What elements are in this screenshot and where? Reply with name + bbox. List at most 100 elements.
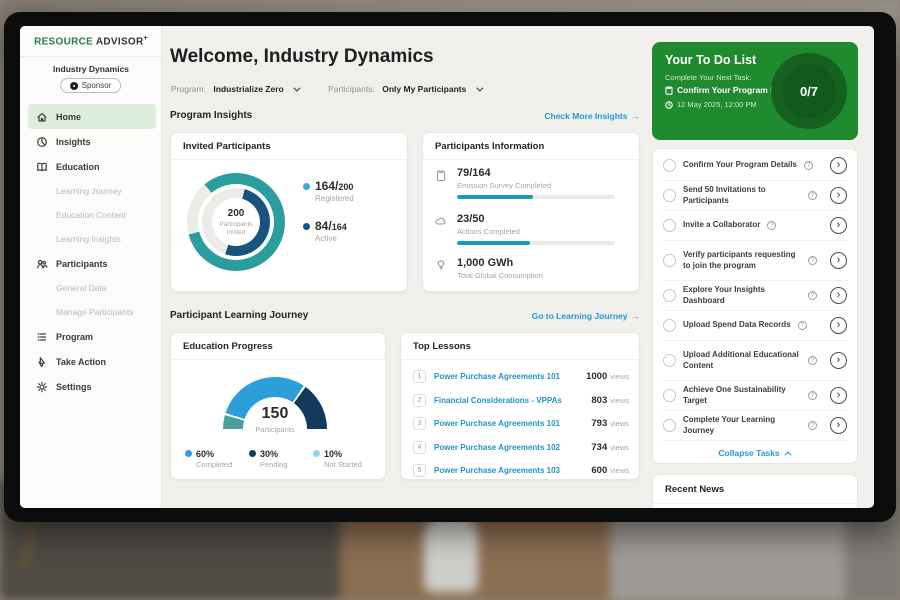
participants-filter[interactable]: Participants: Only My Participants [328, 84, 484, 94]
task-open-button[interactable]: › [830, 252, 847, 269]
sidebar-item-learning-journey[interactable]: Learning Journey [28, 179, 156, 203]
task-checkbox[interactable] [663, 189, 676, 202]
lightbulb-icon [435, 257, 449, 280]
sidebar-item-label: Manage Participants [56, 307, 134, 317]
section-title: Program Insights [170, 110, 253, 121]
task-checkbox[interactable] [663, 159, 676, 172]
lesson-row: 2 Financial Considerations - VPPAs 803 vi… [413, 389, 629, 413]
progress-fill [457, 241, 530, 245]
program-filter[interactable]: Program: Industrialize Zero [171, 84, 301, 94]
education-icon [37, 162, 47, 171]
task-checkbox[interactable] [663, 389, 676, 402]
legend-item-active: 84/164 Active [303, 219, 354, 243]
task-open-button[interactable]: › [830, 352, 847, 369]
invited-donut-chart: 200 Participants Invited [187, 173, 285, 271]
info-icon: ? [797, 321, 807, 330]
task-open-button[interactable]: › [830, 187, 847, 204]
home-icon [37, 112, 47, 122]
sidebar-item-home[interactable]: Home [28, 104, 156, 129]
legend-dot [185, 450, 192, 457]
lesson-link[interactable]: Power Purchase Agreements 103 [434, 466, 560, 476]
card-title: Participants Information [435, 141, 545, 152]
gauge-legend: 60% Completed 30% Pending 10% Not Starte… [185, 449, 377, 469]
donut-center-label: Participants Invited [219, 220, 253, 236]
donut-legend: 164/200 Registered 84/164 Active [303, 179, 354, 259]
info-row-survey: 79/164 Emission Survey Completed [435, 167, 629, 199]
sidebar-item-education-content[interactable]: Education Content [28, 203, 156, 227]
views-suffix: views [610, 419, 629, 429]
sidebar-nav: Home Insights Education Learning Journey… [28, 104, 156, 399]
metric-label: Actions Completed [457, 227, 520, 236]
metric-label: Total Global Consumption [457, 271, 543, 280]
task-open-button[interactable]: › [830, 317, 847, 334]
program-icon [37, 332, 47, 341]
gauge-center-value: 150 [261, 405, 289, 422]
sidebar-item-education[interactable]: Education [28, 154, 156, 179]
legend-dot [303, 183, 310, 190]
task-checkbox[interactable] [663, 254, 676, 267]
sidebar-item-participants[interactable]: Participants [28, 251, 156, 276]
lesson-views: 793 [591, 418, 608, 430]
lesson-link[interactable]: Power Purchase Agreements 101 [434, 372, 560, 382]
legend-value-small: 200 [338, 182, 354, 192]
sidebar-item-settings[interactable]: Settings [28, 374, 156, 399]
task-label: Upload Additional Educational Content [683, 350, 799, 370]
info-icon: ? [808, 356, 817, 365]
participants-filter-value: Only My Participants [382, 84, 467, 94]
task-checkbox[interactable] [663, 419, 676, 432]
task-checkbox[interactable] [663, 354, 676, 367]
info-icon: ? [808, 191, 817, 200]
lesson-views: 600 [591, 465, 608, 477]
collapse-tasks-link[interactable]: Collapse Tasks [663, 441, 847, 465]
task-label: Confirm Your Program Details [683, 160, 797, 170]
check-more-insights-link[interactable]: Check More Insights → [544, 111, 640, 121]
task-checkbox[interactable] [663, 219, 676, 232]
task-checkbox[interactable] [663, 319, 676, 332]
task-label: Send 50 Invitations to Participants [683, 185, 766, 205]
task-label: Achieve One Sustainability Target [683, 385, 786, 405]
sidebar-item-learning-insights[interactable]: Learning Insights [28, 227, 156, 251]
lesson-views: 803 [591, 394, 608, 406]
sidebar-item-insights[interactable]: Insights [28, 129, 156, 154]
lesson-rank: 5 [413, 464, 426, 478]
task-open-button[interactable]: › [830, 417, 847, 434]
sidebar-item-label: Insights [56, 136, 91, 147]
sidebar-item-label: Education Content [56, 210, 126, 220]
link-label: Check More Insights [544, 110, 628, 121]
views-suffix: views [610, 466, 629, 476]
sidebar-item-general-data[interactable]: General Data [28, 276, 156, 300]
task-open-button[interactable]: › [830, 287, 847, 304]
views-suffix: views [610, 442, 629, 452]
task-open-button[interactable]: › [830, 217, 847, 234]
task-label: Explore Your Insights Dashboard [683, 285, 765, 305]
sidebar-item-program[interactable]: Program [28, 324, 156, 349]
go-to-learning-journey-link[interactable]: Go to Learning Journey → [532, 311, 640, 321]
gauge-center-label: Participants [255, 425, 295, 434]
sidebar-item-label: General Data [56, 283, 107, 293]
top-lessons-card: Top Lessons 1 Power Purchase Agreements … [400, 332, 640, 480]
clipboard-icon [435, 167, 449, 199]
task-open-button[interactable]: › [830, 157, 847, 174]
info-row-consumption: 1,000 GWh Total Global Consumption [435, 257, 629, 280]
learning-journey-header: Participant Learning Journey Go to Learn… [170, 310, 640, 321]
sidebar-item-label: Take Action [56, 356, 107, 367]
task-open-button[interactable]: › [830, 387, 847, 404]
card-title: Invited Participants [183, 141, 271, 152]
lesson-link[interactable]: Power Purchase Agreements 102 [434, 442, 560, 452]
legend-item-not-started: 10% Not Started [313, 449, 377, 469]
lesson-link[interactable]: Power Purchase Agreements 101 [434, 419, 560, 429]
divider [653, 503, 857, 504]
legend-value: 60% [196, 449, 215, 459]
collapse-label: Collapse Tasks [718, 448, 780, 458]
logo-secondary: ADVISOR [95, 36, 144, 48]
task-checkbox[interactable] [663, 289, 676, 302]
legend-value: 10% [324, 449, 343, 459]
sidebar-item-manage-participants[interactable]: Manage Participants [28, 300, 156, 324]
sidebar-item-take-action[interactable]: Take Action [28, 349, 156, 374]
task-row: Explore Your Insights Dashboard ? › [663, 281, 847, 311]
lesson-link[interactable]: Financial Considerations - VPPAs [434, 395, 562, 405]
info-icon: ? [803, 161, 813, 170]
sidebar-item-label: Home [56, 111, 82, 122]
progress-bar [457, 195, 615, 199]
task-row: Upload Additional Educational Content ? … [663, 341, 847, 381]
